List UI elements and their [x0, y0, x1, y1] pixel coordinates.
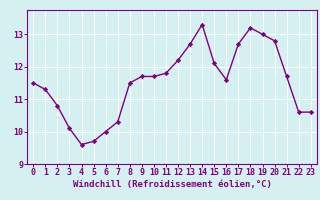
X-axis label: Windchill (Refroidissement éolien,°C): Windchill (Refroidissement éolien,°C): [73, 180, 271, 189]
